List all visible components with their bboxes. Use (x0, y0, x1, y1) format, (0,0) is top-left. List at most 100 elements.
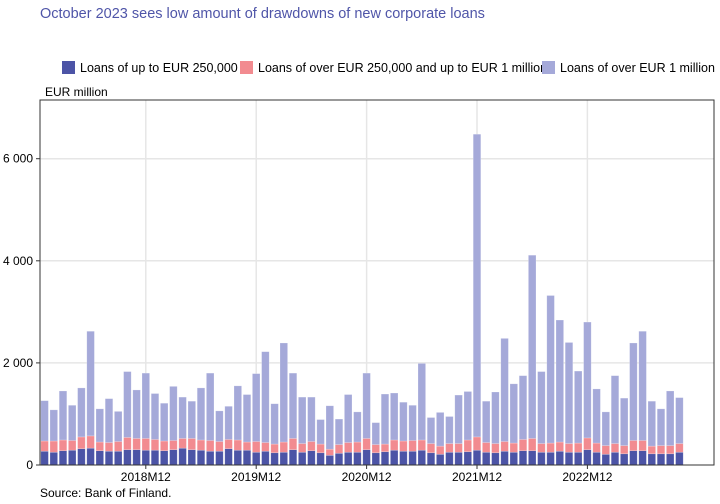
bar-small-loans-2020M03 (279, 451, 288, 466)
bar-large-loans-2018M04 (68, 404, 77, 441)
bar-medium-loans-2018M05 (77, 436, 86, 449)
bar-large-loans-2022M07 (537, 371, 546, 444)
bar-large-loans-2020M12 (362, 372, 371, 439)
bar-small-loans-2023M09 (666, 453, 675, 466)
bar-medium-loans-2023M10 (675, 443, 684, 453)
bar-small-loans-2019M02 (160, 450, 169, 466)
bar-large-loans-2020M08 (325, 405, 334, 450)
bar-medium-loans-2018M08 (104, 442, 114, 452)
bar-medium-loans-2022M08 (546, 442, 555, 453)
bar-small-loans-2019M12 (252, 451, 261, 466)
bar-medium-loans-2018M04 (68, 440, 77, 451)
bar-large-loans-2020M06 (307, 396, 316, 442)
bar-large-loans-2023M07 (647, 400, 656, 447)
bar-medium-loans-2022M01 (482, 442, 491, 453)
bar-medium-loans-2021M06 (417, 439, 426, 451)
bar-medium-loans-2021M01 (371, 444, 380, 454)
bar-small-loans-2021M03 (390, 449, 399, 466)
bar-small-loans-2018M03 (58, 450, 68, 466)
bar-small-loans-2021M05 (408, 450, 417, 466)
bar-medium-loans-2021M12 (472, 436, 482, 451)
bar-medium-loans-2018M10 (123, 437, 132, 450)
bar-small-loans-2021M08 (436, 453, 445, 466)
bar-small-loans-2023M10 (675, 451, 684, 466)
bar-medium-loans-2018M09 (114, 441, 123, 452)
bar-medium-loans-2022M12 (583, 437, 592, 450)
bar-small-loans-2023M05 (629, 450, 638, 466)
bar-large-loans-2020M07 (316, 419, 325, 445)
bar-medium-loans-2023M04 (620, 445, 629, 455)
bar-small-loans-2019M04 (178, 447, 187, 466)
bar-medium-loans-2020M02 (270, 443, 279, 454)
bar-small-loans-2023M07 (647, 453, 656, 466)
bar-medium-loans-2019M03 (169, 440, 178, 450)
bar-large-loans-2019M05 (187, 400, 196, 439)
bar-large-loans-2023M01 (592, 388, 601, 444)
chart-title: October 2023 sees low amount of drawdown… (40, 6, 485, 22)
bar-large-loans-2023M06 (638, 330, 647, 441)
bar-large-loans-2022M11 (574, 370, 583, 444)
x-tick-label: 2021M12 (452, 470, 502, 484)
bar-large-loans-2019M01 (150, 393, 160, 440)
bar-large-loans-2018M08 (104, 398, 114, 443)
bar-medium-loans-2019M07 (206, 440, 215, 452)
bar-medium-loans-2022M05 (518, 439, 528, 452)
bar-large-loans-2021M01 (371, 422, 380, 445)
bar-small-loans-2019M01 (150, 449, 160, 466)
bar-medium-loans-2020M04 (288, 438, 298, 450)
legend-swatch (542, 61, 555, 74)
bar-large-loans-2019M07 (206, 372, 215, 441)
bar-medium-loans-2023M09 (666, 445, 675, 455)
bar-small-loans-2022M03 (500, 450, 509, 466)
bar-medium-loans-2020M10 (344, 442, 353, 453)
bar-medium-loans-2021M02 (380, 443, 390, 453)
bar-medium-loans-2023M02 (601, 445, 610, 455)
bar-small-loans-2020M11 (353, 451, 362, 466)
bar-small-loans-2018M12 (141, 449, 150, 466)
x-tick-label: 2018M12 (121, 470, 171, 484)
bar-small-loans-2021M09 (445, 451, 454, 466)
bar-large-loans-2018M11 (132, 389, 141, 439)
bar-medium-loans-2022M09 (555, 441, 564, 452)
bar-small-loans-2019M10 (233, 449, 242, 466)
bar-large-loans-2021M07 (426, 417, 436, 444)
bar-small-loans-2020M05 (298, 451, 307, 466)
bar-small-loans-2021M02 (380, 451, 390, 466)
y-tick-label: 2 000 (3, 356, 33, 370)
legend-swatch (240, 61, 253, 74)
bar-small-loans-2023M02 (601, 453, 610, 466)
bar-medium-loans-2021M10 (454, 443, 463, 453)
y-tick-label: 0 (26, 458, 33, 472)
bar-small-loans-2021M01 (371, 452, 380, 466)
bar-small-loans-2019M09 (224, 448, 233, 466)
bar-small-loans-2020M04 (288, 449, 298, 466)
bar-medium-loans-2019M01 (150, 439, 160, 451)
bar-medium-loans-2020M11 (353, 441, 362, 453)
bar-small-loans-2022M05 (518, 450, 528, 466)
bar-small-loans-2018M04 (68, 449, 77, 466)
bar-small-loans-2019M05 (187, 449, 196, 466)
bar-small-loans-2022M02 (491, 452, 500, 466)
bar-large-loans-2021M08 (436, 412, 445, 447)
y-axis-label: EUR million (45, 85, 108, 99)
bar-medium-loans-2022M06 (528, 438, 537, 452)
bar-medium-loans-2022M04 (509, 442, 518, 453)
bar-small-loans-2021M04 (399, 450, 408, 466)
bar-large-loans-2020M02 (270, 403, 279, 445)
bar-small-loans-2020M06 (307, 450, 316, 466)
bar-large-loans-2022M08 (546, 295, 555, 444)
bar-small-loans-2020M02 (270, 452, 279, 466)
bar-small-loans-2018M11 (132, 449, 141, 466)
bar-small-loans-2022M08 (546, 451, 555, 466)
bar-small-loans-2019M06 (196, 449, 206, 466)
bar-large-loans-2021M09 (445, 416, 454, 444)
bar-small-loans-2021M07 (426, 452, 436, 466)
bar-medium-loans-2022M03 (500, 441, 509, 452)
bar-large-loans-2022M06 (528, 254, 537, 439)
bar-large-loans-2021M02 (380, 393, 390, 445)
bar-small-loans-2020M08 (325, 455, 334, 466)
bar-medium-loans-2021M04 (399, 440, 408, 452)
bar-large-loans-2023M02 (601, 411, 610, 446)
bar-large-loans-2021M05 (408, 404, 417, 441)
bar-large-loans-2020M10 (344, 394, 353, 443)
